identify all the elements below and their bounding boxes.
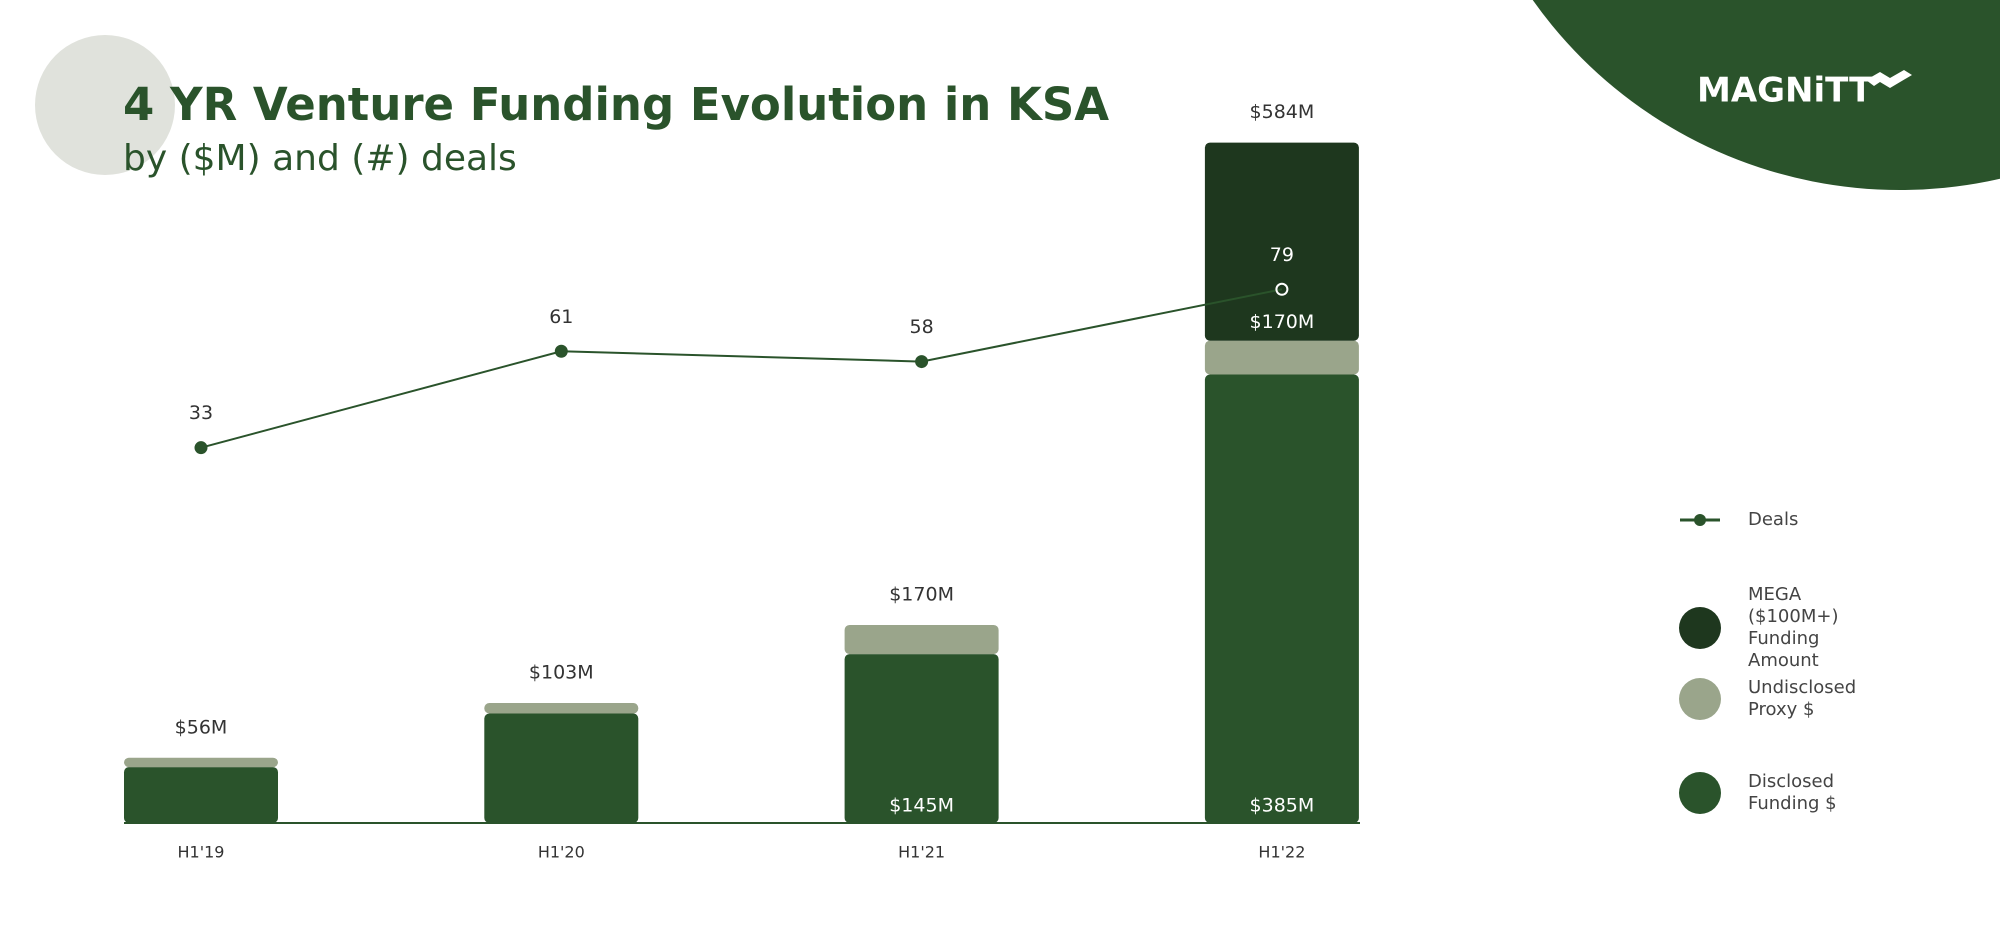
deals-marker	[554, 344, 568, 358]
total-label: $103M	[529, 662, 594, 684]
value-label: $385M	[1250, 795, 1315, 817]
bar-segment	[1204, 142, 1359, 341]
total-label: $56M	[175, 716, 228, 738]
legend-swatch	[1679, 678, 1721, 720]
bar-segment	[1204, 374, 1359, 823]
chart-subtitle: by ($M) and (#) deals	[123, 138, 517, 179]
legend-item: MEGA ($100M+) Funding Amount	[1678, 584, 1888, 672]
logo: MAGNiTT	[1697, 71, 1873, 111]
legend-label: Disclosed Funding $	[1748, 771, 1837, 814]
partner-logo	[1866, 70, 1912, 88]
bar-segment	[484, 713, 639, 823]
legend-label: Deals	[1748, 509, 1799, 530]
value-label: $170M	[1250, 311, 1315, 333]
legend-swatch	[1680, 514, 1720, 526]
x-tick-label: H1'21	[898, 843, 945, 862]
legend-item: Undisclosed Proxy $	[1678, 677, 1888, 721]
legend-swatch	[1679, 772, 1721, 814]
total-label: $584M	[1250, 101, 1315, 123]
x-tick-label: H1'20	[538, 843, 585, 862]
decor-corner	[1532, 0, 2000, 190]
deals-label: 61	[549, 306, 573, 328]
x-tick-label: H1'22	[1258, 843, 1305, 862]
legend-label: MEGA ($100M+) Funding Amount	[1748, 584, 1839, 671]
legend-item: Disclosed Funding $	[1678, 771, 1888, 815]
total-label: $170M	[889, 583, 954, 605]
deals-marker	[1275, 282, 1289, 296]
legend-label: Undisclosed Proxy $	[1748, 677, 1857, 720]
deals-marker	[915, 355, 929, 369]
bar-segment	[844, 654, 999, 823]
deals-marker	[194, 441, 208, 455]
bar-segment	[844, 624, 999, 655]
deals-label: 58	[910, 316, 934, 338]
bar-segment	[124, 757, 278, 768]
value-label: $145M	[889, 795, 954, 817]
x-tick-label: H1'19	[178, 843, 225, 862]
decor-circle	[35, 35, 175, 175]
legend-item: Deals	[1678, 498, 1888, 542]
bar-segment	[484, 703, 639, 714]
deals-label: 33	[189, 402, 213, 424]
chart-title: 4 YR Venture Funding Evolution in KSA	[123, 78, 1109, 131]
bar-segment	[1204, 340, 1359, 375]
legend-swatch	[1679, 607, 1721, 649]
bar-segment	[124, 767, 278, 823]
deals-line	[200, 288, 1283, 449]
deals-label: 79	[1270, 244, 1294, 266]
